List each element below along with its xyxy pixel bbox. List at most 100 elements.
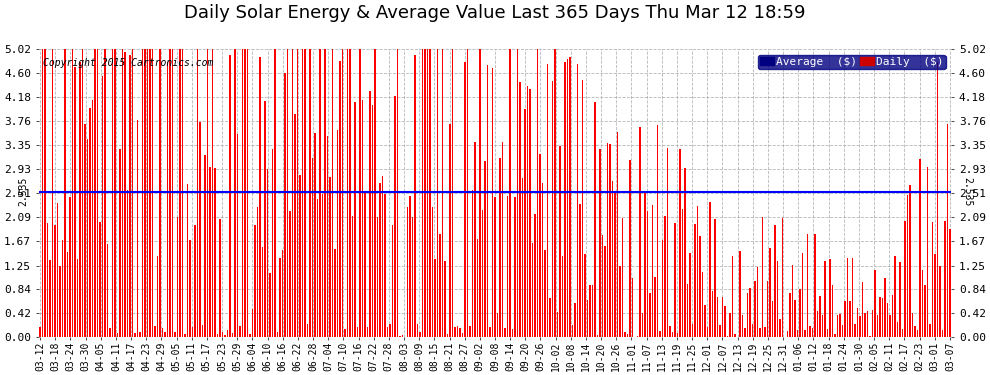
Bar <box>361 100 363 337</box>
Bar <box>202 326 203 337</box>
Bar <box>827 328 829 337</box>
Bar <box>112 47 113 337</box>
Bar <box>712 291 713 337</box>
Bar <box>114 47 116 337</box>
Bar <box>879 297 881 337</box>
Bar <box>804 330 806 337</box>
Bar <box>289 211 291 337</box>
Bar <box>412 217 413 337</box>
Bar <box>374 47 376 337</box>
Bar <box>399 336 401 337</box>
Bar <box>169 47 171 337</box>
Bar <box>619 266 621 337</box>
Bar <box>589 285 591 337</box>
Bar <box>209 167 211 337</box>
Bar <box>351 216 353 337</box>
Bar <box>637 336 639 337</box>
Bar <box>164 333 165 337</box>
Bar <box>854 324 855 337</box>
Bar <box>366 327 368 337</box>
Bar <box>217 333 218 337</box>
Bar <box>247 47 248 337</box>
Bar <box>537 47 539 337</box>
Bar <box>642 312 644 337</box>
Bar <box>107 244 108 337</box>
Bar <box>549 298 550 337</box>
Bar <box>597 334 598 337</box>
Bar <box>717 297 718 337</box>
Bar <box>379 183 381 337</box>
Bar <box>607 143 608 337</box>
Bar <box>564 62 565 337</box>
Bar <box>297 47 298 337</box>
Bar <box>225 335 226 337</box>
Bar <box>756 267 758 337</box>
Bar <box>519 82 521 337</box>
Bar <box>677 333 678 337</box>
Bar <box>242 47 244 337</box>
Bar <box>887 303 888 337</box>
Bar <box>772 301 773 337</box>
Bar <box>761 217 763 337</box>
Bar <box>59 266 60 337</box>
Bar <box>322 194 324 337</box>
Bar <box>632 278 634 337</box>
Bar <box>472 190 473 337</box>
Bar <box>817 311 818 337</box>
Text: 2.535: 2.535 <box>962 177 972 207</box>
Bar <box>735 334 736 337</box>
Bar <box>830 258 831 337</box>
Bar <box>269 273 271 337</box>
Bar <box>577 64 578 337</box>
Bar <box>304 47 306 337</box>
Bar <box>445 261 446 337</box>
Bar <box>661 240 663 337</box>
Bar <box>582 80 583 337</box>
Bar <box>227 330 229 337</box>
Bar <box>707 327 708 337</box>
Bar <box>489 327 491 337</box>
Bar <box>82 47 83 337</box>
Bar <box>142 47 144 337</box>
Bar <box>427 47 429 337</box>
Bar <box>497 314 498 337</box>
Bar <box>97 47 98 337</box>
Bar <box>807 234 808 337</box>
Bar <box>492 68 493 337</box>
Bar <box>702 272 703 337</box>
Bar <box>777 261 778 337</box>
Bar <box>914 326 916 337</box>
Bar <box>461 333 463 337</box>
Bar <box>679 149 681 337</box>
Bar <box>397 47 398 337</box>
Bar <box>559 146 560 337</box>
Bar <box>282 250 283 337</box>
Bar <box>704 304 706 337</box>
Bar <box>109 328 111 337</box>
Bar <box>584 254 586 337</box>
Bar <box>137 120 139 337</box>
Bar <box>782 218 783 337</box>
Bar <box>214 168 216 337</box>
Bar <box>230 55 231 337</box>
Bar <box>364 192 365 337</box>
Bar <box>602 235 603 337</box>
Bar <box>309 47 311 337</box>
Bar <box>79 62 81 337</box>
Bar <box>122 47 124 337</box>
Bar <box>917 330 918 337</box>
Bar <box>722 297 724 337</box>
Bar <box>664 216 665 337</box>
Bar <box>740 251 741 337</box>
Bar <box>102 76 103 337</box>
Bar <box>219 219 221 337</box>
Bar <box>842 325 843 337</box>
Bar <box>730 314 731 337</box>
Bar <box>902 329 903 337</box>
Bar <box>40 327 41 337</box>
Bar <box>279 258 281 337</box>
Bar <box>456 326 458 337</box>
Bar <box>709 202 711 337</box>
Bar <box>84 124 86 337</box>
Bar <box>604 246 606 337</box>
